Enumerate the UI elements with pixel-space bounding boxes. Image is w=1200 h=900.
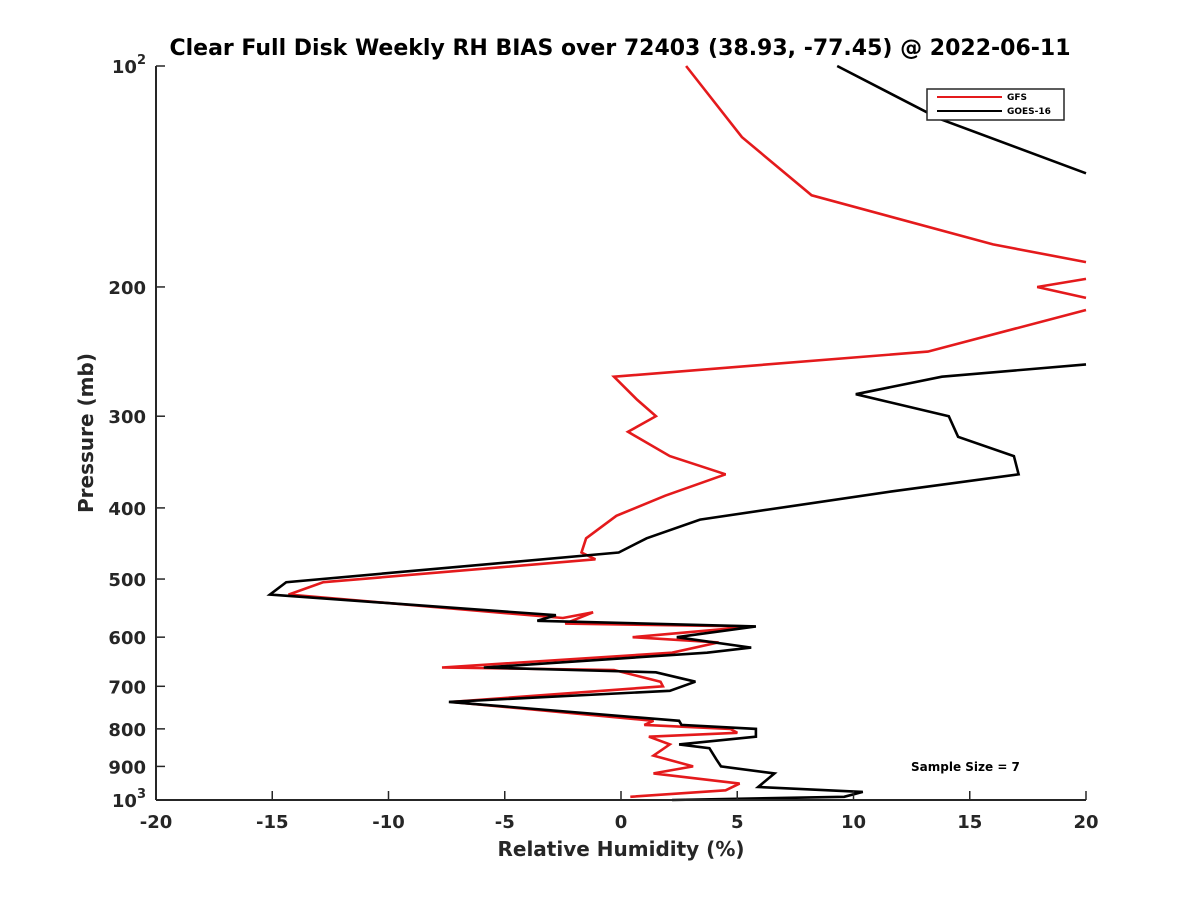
y-tick-label: 103	[112, 787, 146, 812]
x-tick-label: 20	[1073, 812, 1098, 833]
series-layer	[266, 64, 1087, 802]
x-axis-label: Relative Humidity (%)	[497, 837, 744, 861]
x-tick-label: -5	[495, 812, 515, 833]
x-ticks: -20 -15 -10 -5 0 5 10 15 20	[140, 791, 1099, 833]
series-line-gfs	[685, 65, 1087, 264]
series-line-goes16	[266, 363, 1087, 802]
y-tick-label: 200	[108, 278, 146, 299]
x-tick-label: 10	[841, 812, 866, 833]
legend-label-goes16: GOES-16	[1007, 107, 1051, 117]
y-ticks: 102 200 300 400 500 600 700 800 900 103	[108, 53, 165, 812]
y-tick-label: 400	[108, 499, 146, 520]
x-tick-label: -20	[140, 812, 173, 833]
y-tick-label: 900	[108, 757, 146, 778]
y-tick-label: 500	[108, 570, 146, 591]
x-tick-label: 0	[615, 812, 628, 833]
x-tick-label: 5	[731, 812, 744, 833]
legend-box	[926, 88, 1065, 121]
x-tick-label: -15	[256, 812, 289, 833]
y-tick-label: 300	[108, 407, 146, 428]
series-line-gfs	[288, 308, 1087, 799]
x-tick-label: 15	[957, 812, 982, 833]
legend: GFS GOES-16	[926, 88, 1065, 121]
y-tick-label: 700	[108, 677, 146, 698]
y-tick-label: 800	[108, 720, 146, 741]
x-tick-label: -10	[372, 812, 405, 833]
y-tick-label: 102	[112, 53, 146, 78]
chart-title: Clear Full Disk Weekly RH BIAS over 7240…	[169, 36, 1070, 61]
legend-label-gfs: GFS	[1007, 93, 1027, 103]
y-axis-label: Pressure (mb)	[74, 353, 98, 513]
y-tick-label: 600	[108, 628, 146, 649]
sample-size-annotation: Sample Size = 7	[911, 760, 1020, 774]
series-line-gfs	[1036, 277, 1087, 300]
